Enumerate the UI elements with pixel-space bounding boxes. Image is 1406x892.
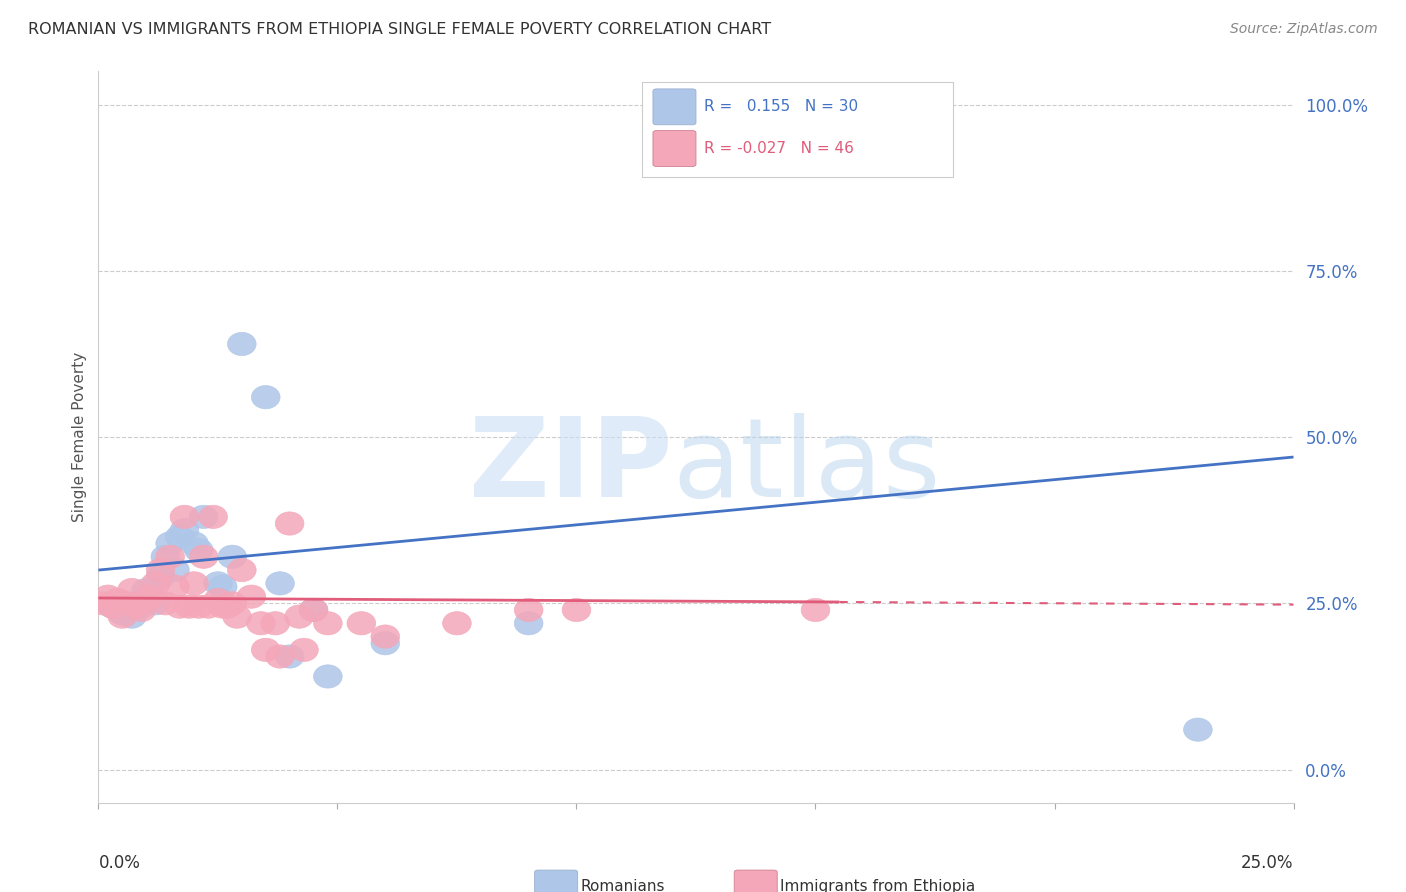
FancyBboxPatch shape: [643, 82, 953, 178]
Ellipse shape: [443, 612, 471, 635]
Ellipse shape: [299, 599, 328, 622]
Ellipse shape: [127, 599, 156, 622]
Ellipse shape: [208, 595, 238, 618]
Ellipse shape: [266, 645, 294, 668]
Ellipse shape: [276, 645, 304, 668]
Ellipse shape: [170, 518, 198, 541]
Ellipse shape: [108, 605, 136, 628]
Ellipse shape: [204, 589, 232, 612]
Ellipse shape: [238, 585, 266, 608]
Text: R =   0.155   N = 30: R = 0.155 N = 30: [704, 99, 859, 114]
Y-axis label: Single Female Poverty: Single Female Poverty: [72, 352, 87, 522]
Ellipse shape: [150, 591, 180, 615]
Ellipse shape: [174, 595, 204, 618]
Text: R = -0.027   N = 46: R = -0.027 N = 46: [704, 141, 855, 156]
Ellipse shape: [150, 545, 180, 568]
Text: atlas: atlas: [672, 413, 941, 520]
Ellipse shape: [246, 612, 276, 635]
Ellipse shape: [180, 572, 208, 595]
Ellipse shape: [142, 591, 170, 615]
Ellipse shape: [285, 605, 314, 628]
Ellipse shape: [170, 505, 198, 528]
Ellipse shape: [127, 595, 156, 618]
Ellipse shape: [1184, 718, 1212, 741]
Ellipse shape: [142, 572, 170, 595]
Ellipse shape: [198, 505, 228, 528]
Ellipse shape: [190, 505, 218, 528]
Ellipse shape: [98, 595, 127, 618]
Ellipse shape: [314, 612, 342, 635]
Ellipse shape: [371, 632, 399, 655]
FancyBboxPatch shape: [734, 870, 778, 892]
Text: 0.0%: 0.0%: [98, 854, 141, 872]
Ellipse shape: [228, 558, 256, 582]
Ellipse shape: [208, 575, 238, 599]
Ellipse shape: [218, 545, 246, 568]
Ellipse shape: [218, 591, 246, 615]
Ellipse shape: [262, 612, 290, 635]
Ellipse shape: [136, 585, 166, 608]
Ellipse shape: [515, 599, 543, 622]
Ellipse shape: [160, 558, 190, 582]
Ellipse shape: [252, 639, 280, 662]
Ellipse shape: [204, 572, 232, 595]
Ellipse shape: [371, 625, 399, 648]
Text: Immigrants from Ethiopia: Immigrants from Ethiopia: [779, 879, 974, 892]
Ellipse shape: [276, 512, 304, 535]
Text: Source: ZipAtlas.com: Source: ZipAtlas.com: [1230, 22, 1378, 37]
Ellipse shape: [122, 591, 150, 615]
Ellipse shape: [801, 599, 830, 622]
Ellipse shape: [122, 595, 150, 618]
Ellipse shape: [160, 575, 190, 599]
FancyBboxPatch shape: [652, 89, 696, 125]
Ellipse shape: [136, 589, 166, 612]
Ellipse shape: [156, 545, 184, 568]
Text: ROMANIAN VS IMMIGRANTS FROM ETHIOPIA SINGLE FEMALE POVERTY CORRELATION CHART: ROMANIAN VS IMMIGRANTS FROM ETHIOPIA SIN…: [28, 22, 772, 37]
Ellipse shape: [98, 595, 127, 618]
Ellipse shape: [180, 532, 208, 555]
Ellipse shape: [103, 589, 132, 612]
Ellipse shape: [190, 545, 218, 568]
Ellipse shape: [156, 532, 184, 555]
Ellipse shape: [108, 602, 136, 625]
Ellipse shape: [347, 612, 375, 635]
Ellipse shape: [94, 585, 122, 608]
Ellipse shape: [194, 595, 222, 618]
Ellipse shape: [146, 558, 174, 582]
Ellipse shape: [515, 612, 543, 635]
Ellipse shape: [228, 333, 256, 356]
Ellipse shape: [222, 605, 252, 628]
FancyBboxPatch shape: [652, 130, 696, 167]
Ellipse shape: [132, 589, 160, 612]
Ellipse shape: [132, 578, 160, 602]
Ellipse shape: [166, 525, 194, 549]
Ellipse shape: [112, 591, 142, 615]
Ellipse shape: [214, 595, 242, 618]
Ellipse shape: [299, 599, 328, 622]
Text: ZIP: ZIP: [468, 413, 672, 520]
Text: 25.0%: 25.0%: [1241, 854, 1294, 872]
Ellipse shape: [112, 599, 142, 622]
Ellipse shape: [118, 578, 146, 602]
Ellipse shape: [166, 595, 194, 618]
Ellipse shape: [89, 591, 118, 615]
Ellipse shape: [252, 385, 280, 409]
Ellipse shape: [290, 639, 318, 662]
Ellipse shape: [184, 539, 214, 562]
Ellipse shape: [314, 665, 342, 688]
Ellipse shape: [184, 595, 214, 618]
FancyBboxPatch shape: [534, 870, 578, 892]
Text: Romanians: Romanians: [581, 879, 665, 892]
Ellipse shape: [562, 599, 591, 622]
Ellipse shape: [118, 605, 146, 628]
Ellipse shape: [146, 566, 174, 589]
Ellipse shape: [266, 572, 294, 595]
